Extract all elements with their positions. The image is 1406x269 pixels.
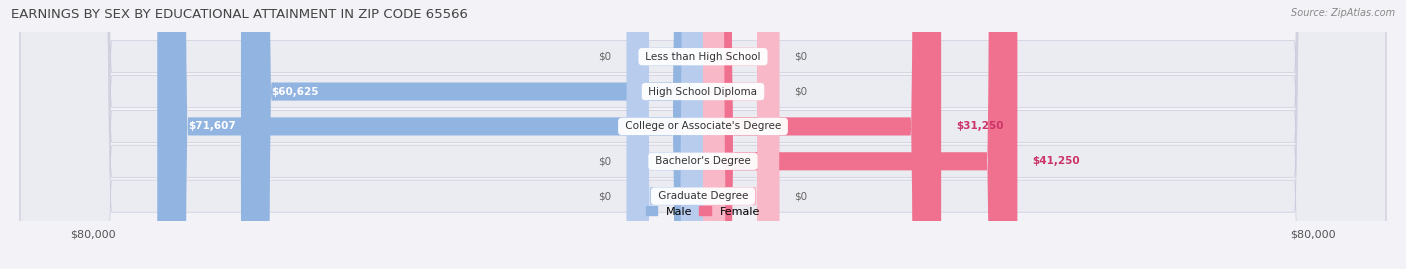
- Text: EARNINGS BY SEX BY EDUCATIONAL ATTAINMENT IN ZIP CODE 65566: EARNINGS BY SEX BY EDUCATIONAL ATTAINMEN…: [11, 8, 468, 21]
- Text: $41,250: $41,250: [1032, 156, 1080, 166]
- Text: $71,607: $71,607: [188, 121, 236, 132]
- Text: $60,625: $60,625: [271, 87, 319, 97]
- FancyBboxPatch shape: [627, 0, 703, 269]
- Text: $0: $0: [599, 191, 612, 201]
- FancyBboxPatch shape: [20, 0, 1386, 269]
- Text: $0: $0: [794, 87, 807, 97]
- FancyBboxPatch shape: [157, 0, 703, 269]
- FancyBboxPatch shape: [627, 0, 703, 269]
- FancyBboxPatch shape: [703, 0, 779, 269]
- Text: $0: $0: [599, 156, 612, 166]
- FancyBboxPatch shape: [627, 0, 703, 269]
- Text: Less than High School: Less than High School: [643, 52, 763, 62]
- Text: College or Associate's Degree: College or Associate's Degree: [621, 121, 785, 132]
- Text: Bachelor's Degree: Bachelor's Degree: [652, 156, 754, 166]
- FancyBboxPatch shape: [703, 0, 941, 269]
- FancyBboxPatch shape: [20, 0, 1386, 269]
- Text: $31,250: $31,250: [956, 121, 1004, 132]
- Legend: Male, Female: Male, Female: [644, 204, 762, 219]
- Text: Graduate Degree: Graduate Degree: [655, 191, 751, 201]
- FancyBboxPatch shape: [703, 0, 779, 269]
- Text: $0: $0: [794, 191, 807, 201]
- FancyBboxPatch shape: [240, 0, 703, 269]
- FancyBboxPatch shape: [20, 0, 1386, 269]
- FancyBboxPatch shape: [703, 0, 1018, 269]
- Text: High School Diploma: High School Diploma: [645, 87, 761, 97]
- Text: Source: ZipAtlas.com: Source: ZipAtlas.com: [1291, 8, 1395, 18]
- Text: $0: $0: [794, 52, 807, 62]
- FancyBboxPatch shape: [703, 0, 779, 269]
- FancyBboxPatch shape: [20, 0, 1386, 269]
- Text: $0: $0: [599, 52, 612, 62]
- FancyBboxPatch shape: [20, 0, 1386, 269]
